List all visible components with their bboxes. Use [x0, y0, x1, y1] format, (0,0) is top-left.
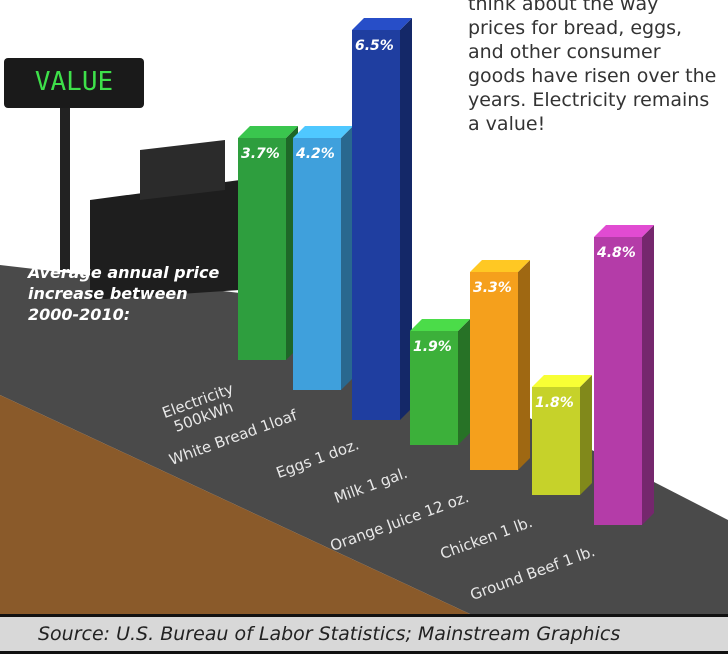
value-label: 4.8% [596, 245, 636, 261]
bar-side [580, 375, 592, 495]
bar-top [352, 18, 412, 30]
bar [594, 237, 642, 525]
bar-side [642, 225, 654, 525]
bar-side [458, 319, 470, 445]
bar [470, 272, 518, 470]
bar-top [470, 260, 530, 272]
bar-top [238, 126, 298, 138]
bar-side [400, 18, 412, 420]
value-label: 4.2% [295, 146, 335, 162]
value-label: 1.9% [413, 339, 452, 355]
value-label: 6.5% [355, 38, 394, 54]
value-label: 1.8% [535, 395, 574, 411]
display-pole [60, 100, 70, 270]
value-label: 3.7% [241, 146, 280, 162]
bar [352, 30, 400, 420]
bar-top [293, 126, 353, 138]
bar-top [594, 225, 654, 237]
register-screen [140, 140, 225, 200]
bar-side [341, 126, 353, 390]
annotation: Average annual price increase between 20… [28, 263, 220, 324]
counter-front [0, 395, 470, 614]
bar-side [518, 260, 530, 470]
bar [238, 138, 286, 360]
display [4, 58, 144, 108]
bar [410, 331, 458, 445]
bar-top [532, 375, 592, 387]
bar [532, 387, 580, 495]
bar-top [410, 319, 470, 331]
source: Source: U.S. Bureau of Labor Statistics;… [0, 614, 728, 654]
counter-top [0, 265, 728, 614]
register [90, 180, 240, 300]
bar [293, 138, 341, 390]
intro-text: think about the way prices for bread, eg… [468, 0, 717, 135]
value-label: 3.3% [473, 280, 512, 296]
display-text: VALUE [35, 67, 113, 97]
